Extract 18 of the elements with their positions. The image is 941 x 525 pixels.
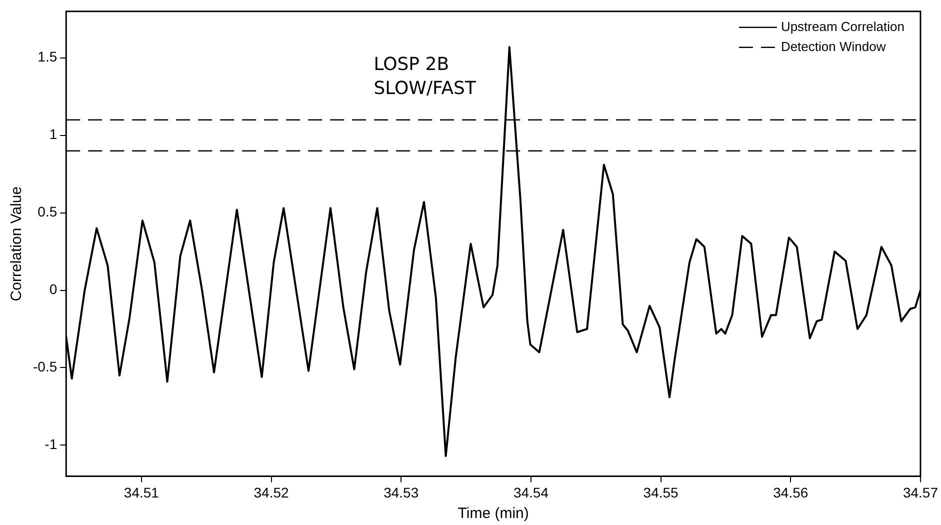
y-tick-label: 0.5 <box>38 204 58 220</box>
x-tick-label: 34.53 <box>384 484 419 500</box>
x-axis-title: Time (min) <box>458 505 529 522</box>
x-tick-label: 34.51 <box>124 484 160 500</box>
annotation: LOSP 2B SLOW/FAST <box>374 54 477 100</box>
y-tick-label: 1 <box>49 126 58 142</box>
y-tick-label: -0.5 <box>33 358 58 375</box>
x-tick-label: 34.52 <box>254 484 289 500</box>
x-tick-label: 34.54 <box>513 484 549 500</box>
legend-label: Upstream Correlation <box>780 18 904 34</box>
y-tick-label: 0 <box>49 281 58 298</box>
y-tick-label: 1.5 <box>38 48 58 65</box>
x-tick-label: 34.55 <box>643 484 679 500</box>
x-tick-label: 34.56 <box>773 484 808 500</box>
legend-label: Detection Window <box>780 38 886 54</box>
x-tick-label: 34.57 <box>902 484 938 500</box>
y-axis-title: Correlation Value <box>8 186 26 302</box>
y-tick-label: -1 <box>44 436 58 452</box>
